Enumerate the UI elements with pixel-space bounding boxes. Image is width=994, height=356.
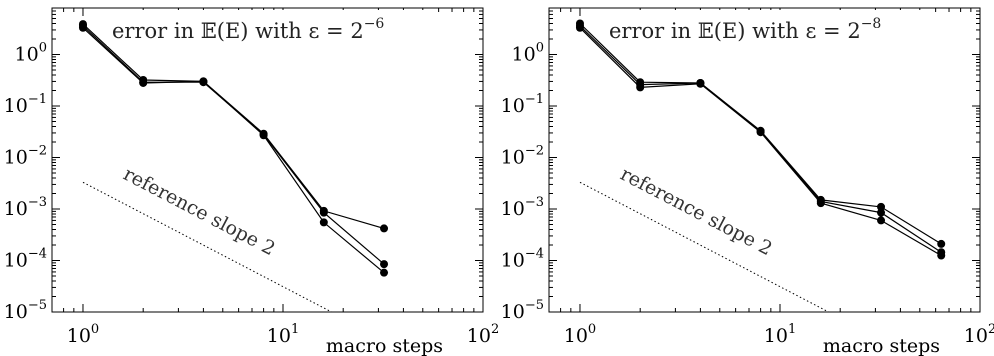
chart-panel-right: 100 10−1 10−2 10−3 10−4 10−5 100 101 102 referenc… [501, 7, 994, 356]
reference-line [82, 181, 332, 313]
y-tick-label: 100 [15, 41, 47, 66]
y-tick-label: 10−4 [4, 247, 47, 272]
x-tick-label: 101 [267, 322, 299, 347]
y-tick-label: 10−2 [501, 144, 544, 169]
y-tick-label: 10−1 [501, 92, 544, 117]
y-tick-label: 10−5 [4, 298, 47, 323]
axes-frame [51, 7, 484, 313]
data-point [78, 23, 87, 32]
data-point [937, 239, 946, 248]
y-tick-label: 10−1 [4, 92, 47, 117]
data-point [380, 224, 389, 233]
data-point [937, 251, 946, 260]
series-3 [78, 23, 389, 277]
title-background [107, 10, 429, 46]
chart-panel-left: 100 10−1 10−2 10−3 10−4 10−5 100 101 102 referenc… [4, 7, 499, 356]
series-line [82, 27, 385, 274]
x-axis-label: macro steps [823, 335, 940, 356]
y-tick-label: 10−2 [4, 144, 47, 169]
data-point [877, 208, 886, 217]
data-point [319, 208, 328, 217]
data-point [816, 199, 825, 208]
series-line [579, 27, 942, 257]
reference-label: reference slope 2 [120, 163, 279, 260]
data-point [696, 79, 705, 88]
x-tick-label: 100 [564, 322, 596, 347]
x-axis-label: macro steps [326, 335, 443, 356]
x-tick-label: 100 [67, 322, 99, 347]
title-background [604, 10, 926, 46]
data-point [139, 78, 148, 87]
chart-title: error in 𝔼(E) with ε = 2−6 [112, 16, 384, 43]
chart-title: error in 𝔼(E) with ε = 2−8 [609, 16, 881, 43]
y-tick-label: 100 [512, 41, 544, 66]
data-point [380, 268, 389, 277]
data-point [199, 77, 208, 86]
data-point [575, 23, 584, 32]
data-point [380, 260, 389, 269]
axes-frame [548, 7, 981, 313]
y-tick-label: 10−3 [501, 195, 544, 220]
y-tick-label: 10−5 [501, 298, 544, 323]
y-tick-label: 10−4 [501, 247, 544, 272]
series-line [82, 23, 385, 229]
reference-label: reference slope 2 [617, 163, 776, 260]
data-point [319, 218, 328, 227]
data-point [756, 128, 765, 137]
data-point [636, 83, 645, 92]
x-tick-label: 102 [964, 322, 994, 347]
data-point [877, 216, 886, 225]
x-tick-label: 101 [764, 322, 796, 347]
data-point [259, 131, 268, 140]
x-tick-label: 102 [467, 322, 499, 347]
reference-line [579, 181, 829, 313]
y-tick-label: 10−3 [4, 195, 47, 220]
series-2 [575, 21, 946, 257]
series-3 [575, 23, 946, 260]
data-point [877, 202, 886, 211]
minor-ticks [548, 7, 980, 312]
series-1 [78, 20, 389, 233]
minor-ticks [51, 7, 483, 312]
series-line [579, 25, 942, 253]
